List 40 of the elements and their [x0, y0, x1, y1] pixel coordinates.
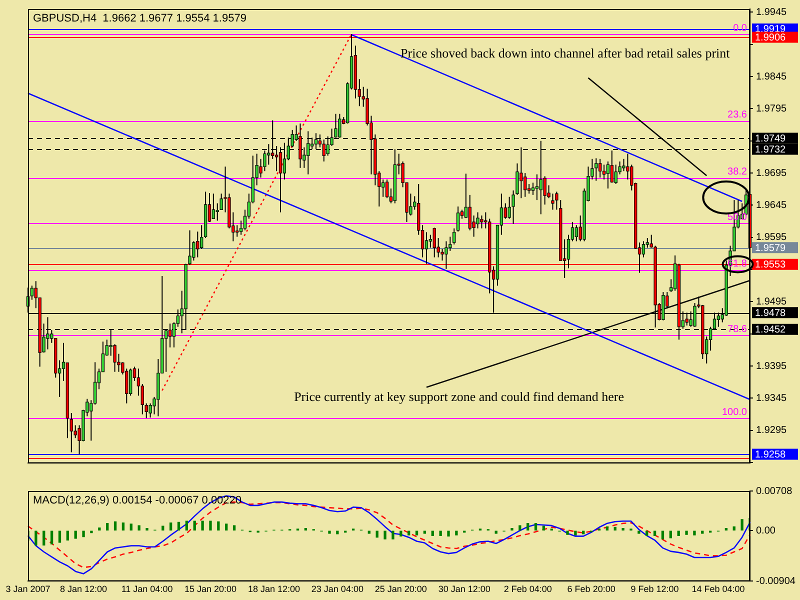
ref-line-label: 1.9258: [755, 449, 786, 460]
y-tick-label: 1.9395: [756, 360, 788, 372]
x-tick-label: 15 Jan 20:00: [184, 584, 237, 594]
x-tick-label: 25 Jan 20:00: [374, 584, 427, 594]
x-tick-label: 30 Jan 12:00: [438, 584, 490, 594]
x-tick-label: 9 Feb 12:00: [630, 584, 679, 594]
x-tick-label: 6 Feb 20:00: [567, 584, 616, 594]
y-tick-label: 1.9645: [756, 200, 788, 211]
y-tick-label: 1.9595: [756, 232, 788, 244]
y-tick-label: -0.00904: [756, 576, 796, 587]
annotation: 100.0: [722, 406, 748, 418]
ref-line-label: 1.9906: [755, 32, 786, 44]
x-tick-label: 8 Jan 12:00: [60, 584, 108, 594]
annotation: Price shoved back down into channel after bad retail sales print: [400, 45, 730, 60]
y-tick-label: 1.9495: [756, 296, 788, 308]
x-tick-label: 14 Feb 04:00: [692, 584, 745, 594]
y-tick-label: 1.9295: [756, 425, 788, 436]
annotation: Price currently at key support zone and could find demand here: [294, 388, 624, 404]
y-tick-label: 0.00708: [756, 486, 793, 497]
y-tick-label: 1.9345: [756, 392, 788, 404]
x-tick-label: 2 Feb 04:00: [504, 584, 552, 594]
ref-line-label: 1.9579: [755, 242, 786, 254]
x-tick-label: 23 Jan 04:00: [311, 584, 364, 594]
x-tick-label: 3 Jan 2007: [6, 584, 50, 594]
chart-title: GBPUSD,H4 1.9662 1.9677 1.9554 1.9579: [33, 12, 246, 25]
ref-line-label: 1.9749: [755, 134, 786, 145]
ref-line-label: 1.9478: [755, 308, 786, 319]
annotation: 78.6: [728, 324, 748, 335]
y-tick-label: 1.9695: [756, 168, 788, 179]
ref-line-label: 1.9732: [755, 144, 786, 156]
x-tick-label: 11 Jan 04:00: [121, 584, 173, 594]
y-tick-label: 1.9845: [756, 71, 788, 82]
annotation: 23.6: [728, 110, 748, 121]
y-tick-label: 1.9795: [756, 103, 788, 114]
x-tick-label: 18 Jan 12:00: [248, 584, 300, 594]
ref-line-label: 1.9553: [755, 260, 786, 271]
y-tick-label: 1.9945: [756, 6, 788, 18]
annotation: 38.2: [728, 166, 748, 178]
y-tick-label: 0.00: [756, 525, 776, 536]
ref-line-label: 1.9452: [755, 324, 786, 336]
